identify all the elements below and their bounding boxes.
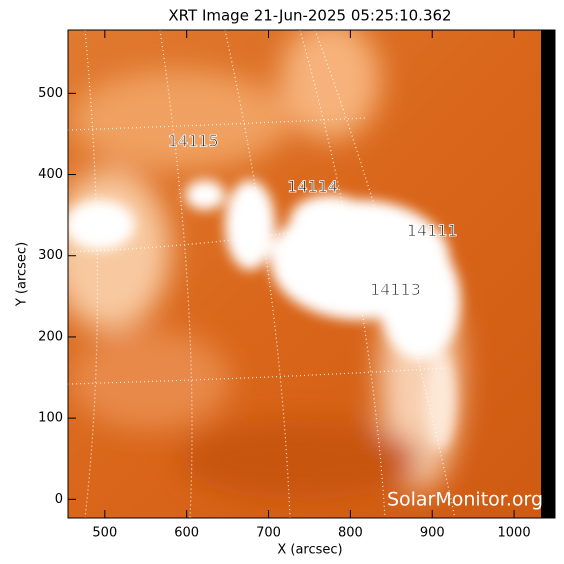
y-axis-label: Y (arcsec) — [15, 242, 30, 307]
plot-frame — [67, 29, 556, 519]
chart-title: XRT Image 21-Jun-2025 05:25:10.362 — [168, 7, 451, 25]
x-tick-label: 500 — [92, 526, 117, 541]
region-label: 14111 — [407, 221, 458, 240]
region-label: 14114 — [287, 177, 338, 196]
x-tick-label: 700 — [256, 526, 281, 541]
x-tick-label: 600 — [174, 526, 199, 541]
region-label: 14115 — [168, 132, 219, 151]
y-tick-label: 400 — [38, 167, 63, 182]
y-tick-label: 100 — [38, 411, 63, 426]
x-tick-label: 900 — [420, 526, 445, 541]
y-tick-label: 300 — [38, 248, 63, 263]
y-tick-label: 200 — [38, 329, 63, 344]
region-label: 14113 — [370, 280, 421, 299]
y-tick-label: 500 — [38, 86, 63, 101]
watermark: SolarMonitor.org — [387, 489, 543, 511]
x-tick-label: 800 — [338, 526, 363, 541]
solar-image — [68, 30, 555, 518]
x-axis-label: X (arcsec) — [277, 543, 342, 558]
x-tick-label: 1000 — [498, 526, 531, 541]
y-tick-label: 0 — [55, 492, 63, 507]
